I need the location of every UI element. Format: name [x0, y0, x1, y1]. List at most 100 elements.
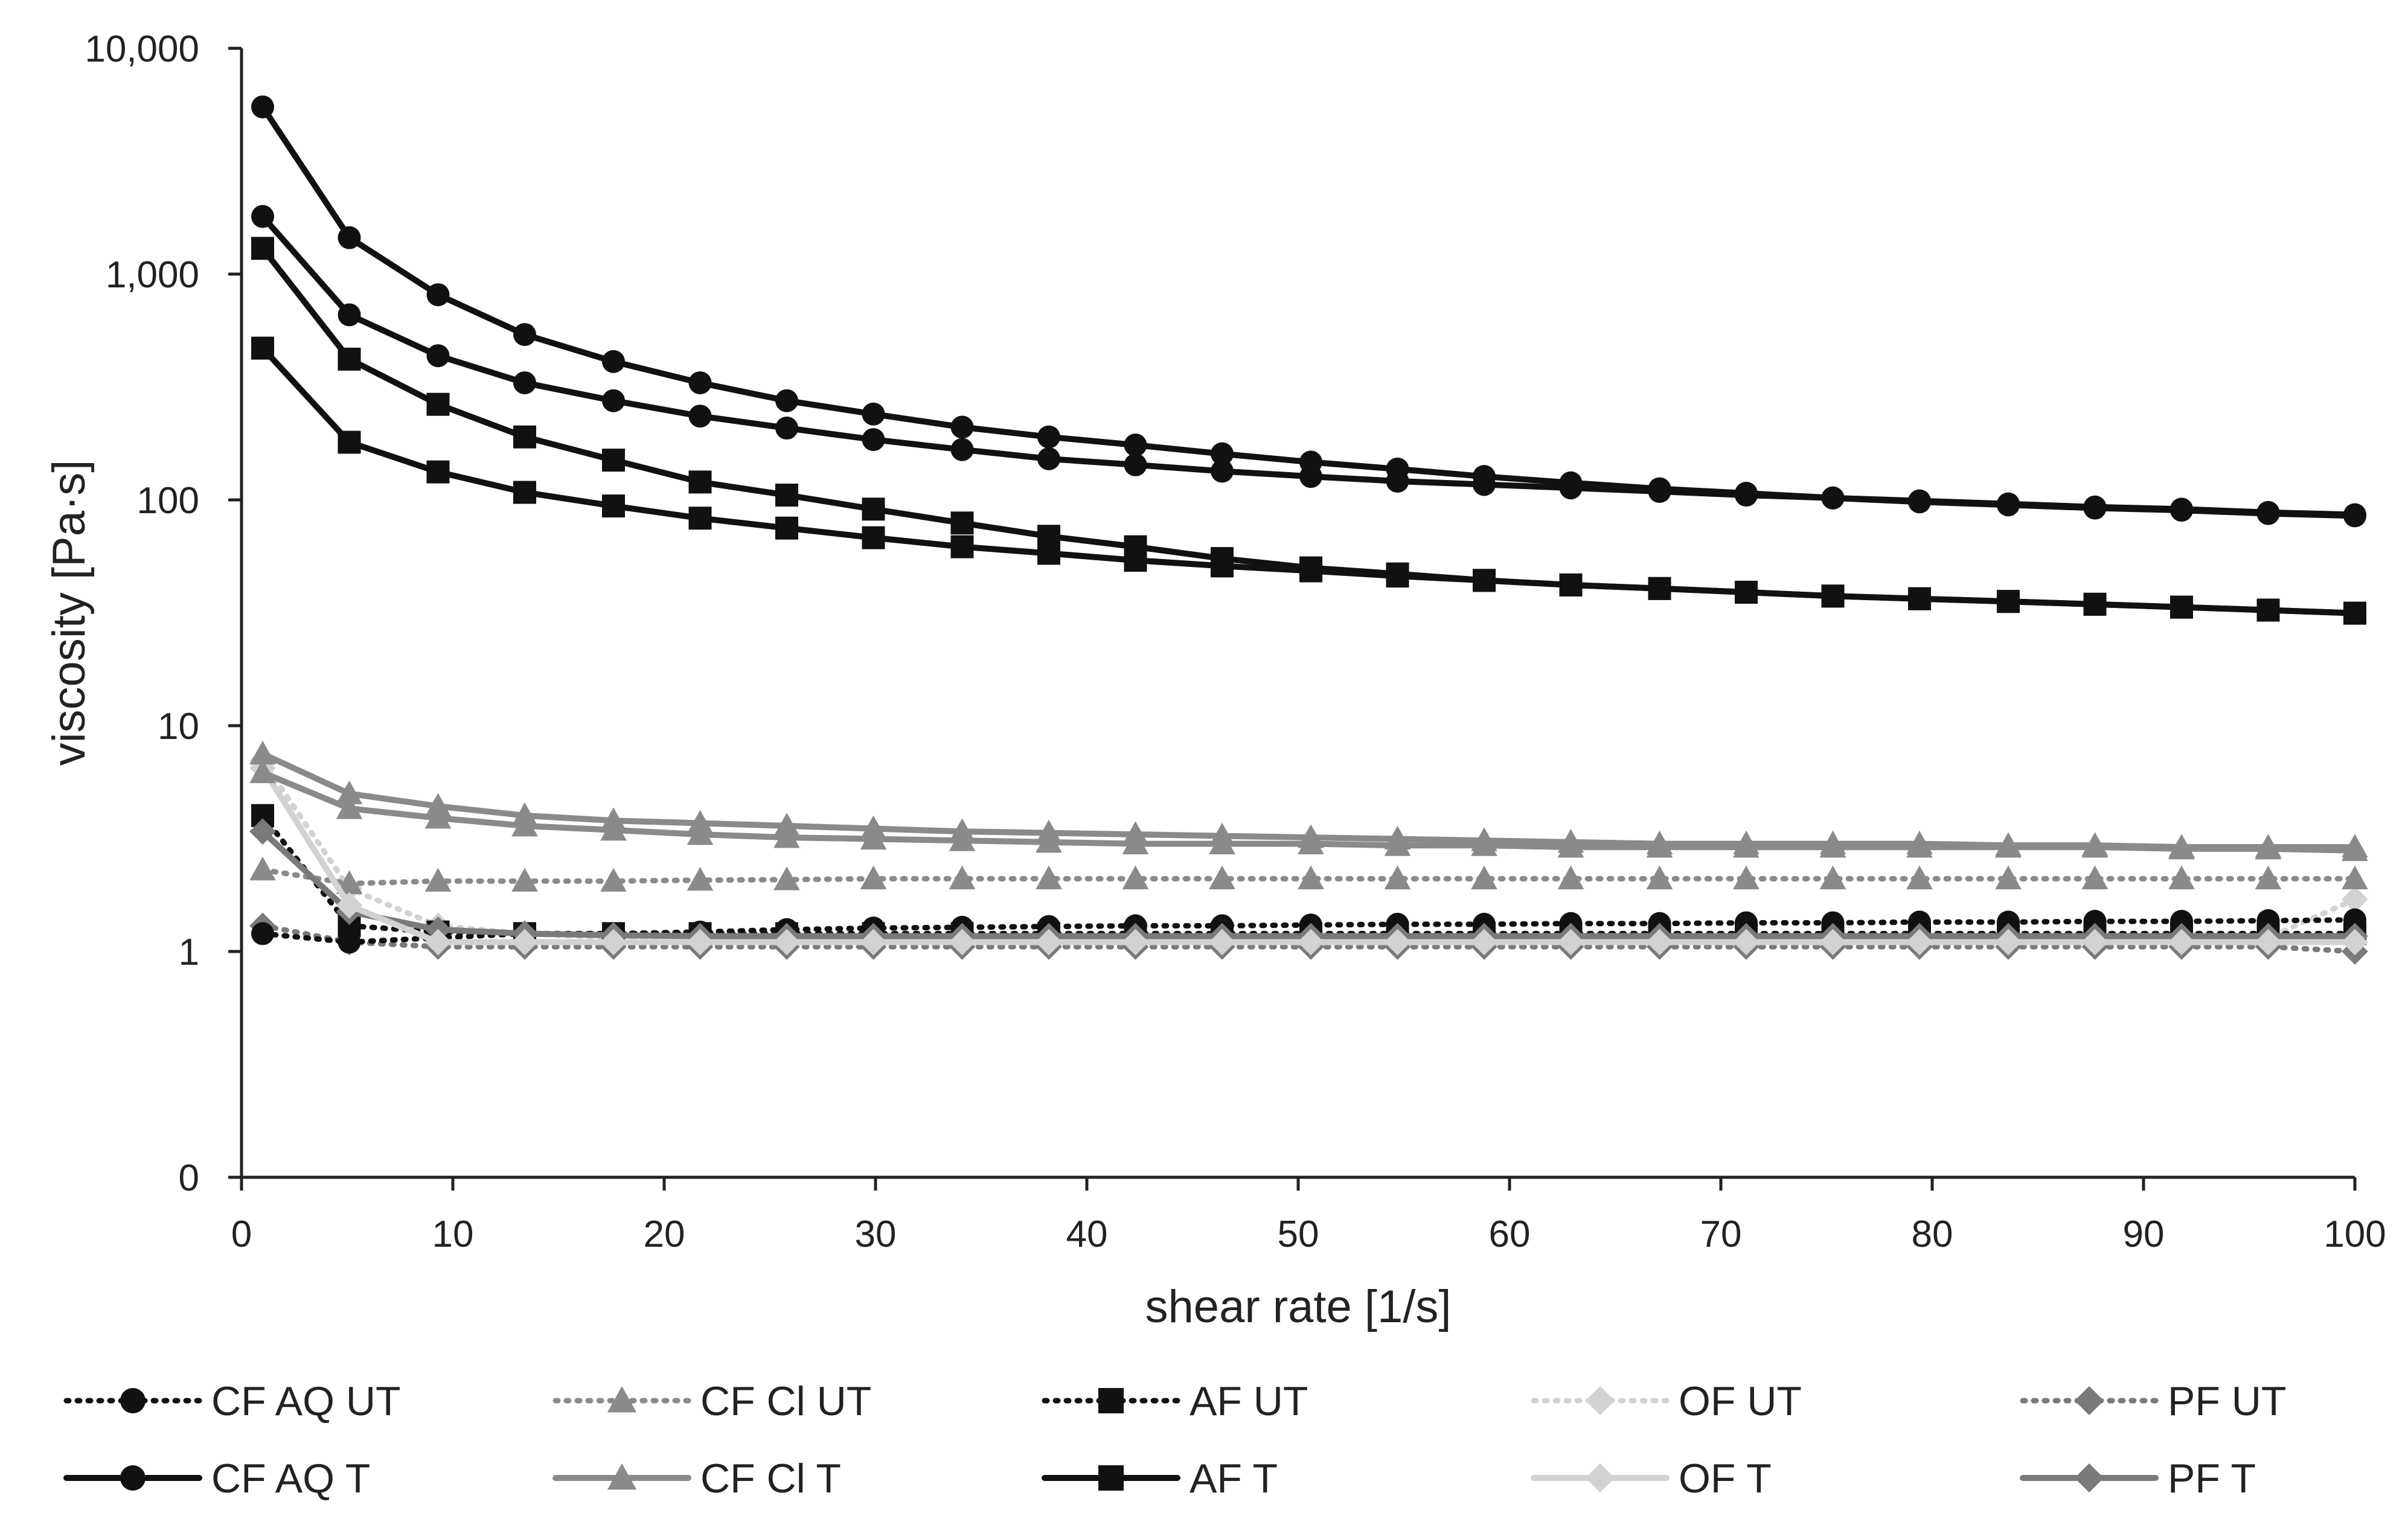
x-tick-label: 90	[2123, 1214, 2165, 1255]
data-point-series-12	[687, 821, 714, 845]
legend-label-af-ut: AF UT	[1190, 1378, 1308, 1424]
legend-item-of-t: OF T	[1531, 1456, 1772, 1501]
data-point-series-10	[688, 405, 712, 428]
data-point-series-11	[251, 237, 274, 260]
data-point-cf-aq-t	[688, 371, 712, 395]
data-point-af-t	[2256, 598, 2280, 622]
data-point-af-t	[1559, 573, 1583, 596]
legend-marker-cf-cl-ut	[607, 1386, 637, 1413]
data-point-series-12	[1209, 830, 1235, 855]
data-point-series-10	[950, 438, 974, 461]
data-point-cf-aq-t	[862, 402, 885, 426]
legend-item-af-ut: AF UT	[1042, 1378, 1308, 1424]
data-point-series-12	[336, 795, 363, 819]
data-point-cf-aq-t	[251, 95, 274, 119]
data-point-af-t	[2083, 592, 2107, 616]
data-point-cf-aq-t	[513, 323, 536, 347]
plot-area	[249, 95, 2368, 965]
data-point-series-12	[424, 805, 452, 829]
data-point-series-12	[1122, 830, 1149, 855]
series-series-12	[249, 759, 2368, 862]
x-tick-label: 10	[432, 1214, 474, 1255]
legend-item-cf-cl-ut: CF Cl UT	[552, 1378, 871, 1424]
data-point-series-12	[1036, 829, 1062, 853]
data-point-cf-cl-ut	[511, 868, 538, 892]
data-point-cf-cl-ut	[773, 866, 800, 891]
data-point-cf-aq-t	[1211, 442, 1234, 465]
data-point-series-10	[1124, 453, 1147, 476]
data-point-af-t	[2170, 595, 2193, 619]
data-point-cf-cl-ut	[1384, 865, 1411, 889]
y-tick-label: 100	[137, 480, 199, 522]
x-tick-label: 70	[1700, 1214, 1742, 1255]
legend-marker-af-ut	[1098, 1388, 1124, 1413]
data-point-series-10	[1037, 447, 1060, 470]
data-point-cf-cl-t	[336, 780, 363, 805]
data-point-of-t	[2342, 929, 2368, 956]
data-point-cf-cl-ut	[424, 868, 452, 892]
data-point-af-t	[1124, 549, 1147, 572]
data-point-series-12	[949, 827, 976, 851]
data-point-of-t	[1819, 929, 1846, 956]
legend-item-af-t: AF T	[1042, 1456, 1278, 1501]
x-tick-label: 30	[855, 1214, 897, 1255]
data-point-af-t	[602, 494, 625, 518]
data-point-cf-aq-t	[1037, 425, 1060, 449]
data-point-cf-aq-ut	[251, 922, 274, 945]
data-point-series-12	[1384, 832, 1411, 856]
data-point-cf-cl-ut	[1557, 865, 1584, 889]
data-point-af-t	[1648, 577, 1671, 600]
data-point-cf-aq-t	[1735, 482, 1758, 505]
data-point-cf-cl-ut	[2255, 865, 2282, 889]
y-tick-label: 0	[179, 1157, 199, 1199]
x-tick-label: 0	[231, 1214, 252, 1255]
data-point-cf-cl-ut	[1646, 865, 1673, 889]
y-axis-label: viscosity [Pa·s]	[43, 460, 95, 766]
x-ticks: 0 10 20 30 40 50 60 70 80 90 100	[231, 1177, 2386, 1255]
data-point-af-t	[513, 481, 536, 504]
data-point-of-t	[1646, 929, 1673, 956]
data-point-cf-cl-ut	[949, 865, 976, 889]
data-point-series-12	[1995, 834, 2022, 858]
data-point-series-10	[426, 344, 450, 368]
data-point-cf-aq-t	[338, 226, 361, 249]
data-point-af-t	[1299, 559, 1322, 583]
data-point-cf-aq-t	[1997, 493, 2020, 517]
data-point-of-t	[1557, 929, 1584, 956]
data-point-of-t	[1209, 929, 1235, 956]
data-point-af-t	[2343, 601, 2366, 625]
data-point-series-10	[862, 428, 885, 452]
data-point-cf-cl-ut	[600, 868, 627, 892]
data-point-cf-aq-t	[2170, 499, 2193, 522]
data-point-of-t	[600, 929, 627, 956]
data-point-cf-aq-t	[426, 283, 450, 307]
legend-marker-pf-t	[2074, 1463, 2104, 1493]
series-of-t	[249, 755, 2368, 956]
data-point-cf-cl-ut	[687, 866, 714, 891]
series-af-t	[251, 336, 2366, 625]
data-point-cf-cl-ut	[249, 856, 276, 881]
data-point-cf-cl-t	[249, 740, 276, 765]
data-point-series-12	[2255, 836, 2282, 860]
data-point-of-t	[949, 929, 976, 956]
legend-marker-cf-aq-ut	[120, 1388, 146, 1413]
series-series-10	[251, 205, 2366, 526]
y-tick-label: 10,000	[85, 28, 199, 70]
data-point-series-11	[688, 470, 712, 494]
legend-marker-of-t	[1585, 1463, 1615, 1493]
data-point-cf-cl-ut	[1733, 865, 1760, 889]
data-point-cf-aq-t	[950, 415, 974, 439]
legend-marker-pf-ut	[2074, 1386, 2104, 1416]
data-point-cf-aq-t	[1386, 457, 1409, 481]
data-point-series-10	[251, 205, 274, 228]
data-point-of-t	[1384, 929, 1411, 956]
data-point-af-t	[862, 526, 885, 549]
y-tick-label: 1,000	[106, 254, 199, 296]
data-point-cf-aq-t	[1299, 450, 1322, 474]
y-tick-label: 1	[179, 932, 199, 973]
x-tick-label: 50	[1278, 1214, 1319, 1255]
series-cf-cl-ut	[249, 856, 2368, 894]
data-point-cf-aq-t	[2256, 502, 2280, 525]
data-point-cf-cl-ut	[1036, 865, 1062, 889]
